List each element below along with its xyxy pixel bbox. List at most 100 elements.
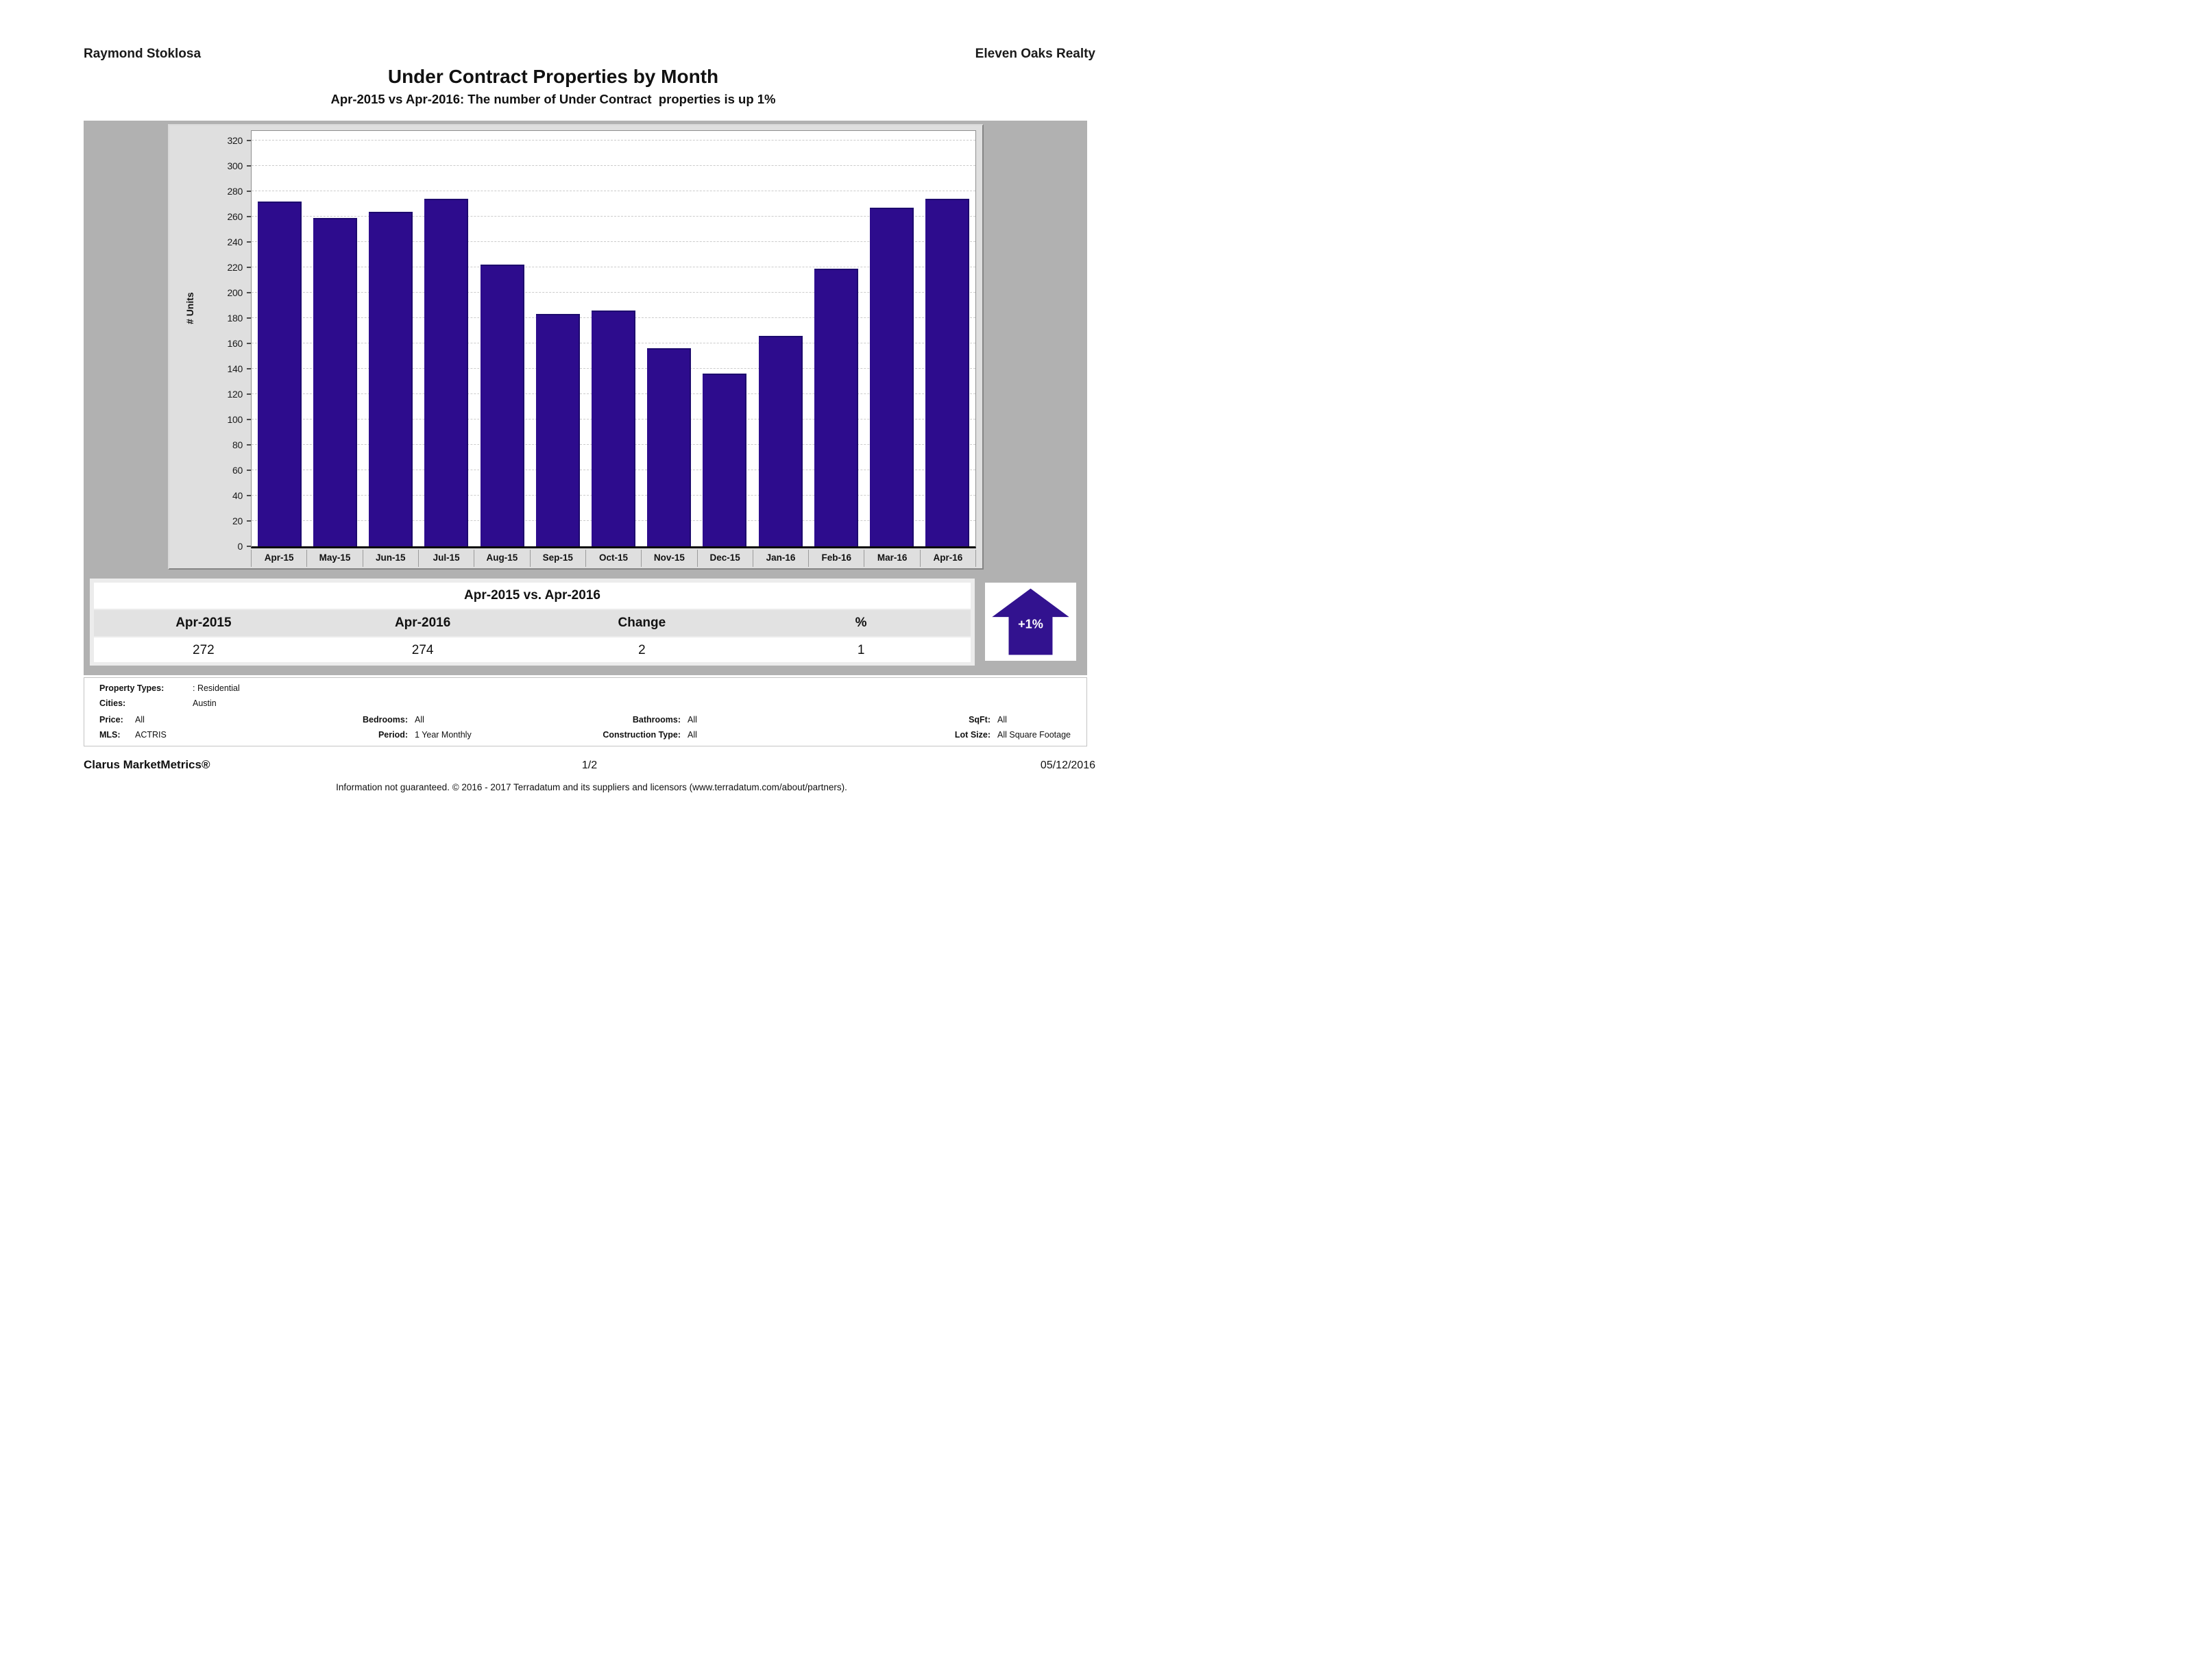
y-tick-mark-180: [247, 317, 251, 319]
criteria-value-bathrooms: All: [688, 715, 697, 725]
y-tick-label-40: 40: [232, 490, 243, 501]
x-tick-label-Jan-16: Jan-16: [752, 550, 808, 567]
criteria-value-mls: ACTRIS: [135, 730, 167, 740]
y-tick-mark-120: [247, 393, 251, 395]
gridline-300: [252, 165, 975, 166]
y-tick-label-300: 300: [227, 160, 243, 171]
agent-name: Raymond Stoklosa: [84, 47, 202, 61]
x-tick-label-Feb-16: Feb-16: [808, 550, 864, 567]
y-tick-mark-260: [247, 216, 251, 217]
y-axis-ticks: 0 20 40 60 80 100 120 140 160 180 200 220 240 260 280 3…: [189, 130, 251, 552]
y-tick-mark-40: [247, 495, 251, 496]
bar-Feb-16: [814, 269, 858, 546]
y-tick-label-260: 260: [227, 211, 243, 222]
y-tick-label-220: 220: [227, 262, 243, 273]
criteria-value-cities: Austin: [193, 698, 217, 708]
x-tick-label-Jun-15: Jun-15: [362, 550, 418, 567]
criteria-value-sqft: All: [997, 715, 1007, 725]
criteria-label-cities: Cities:: [99, 698, 126, 708]
y-tick-mark-80: [247, 444, 251, 446]
comparison-value-Apr-2015: 272: [193, 643, 215, 657]
bar-Jun-15: [369, 212, 413, 546]
bar-Sep-15: [536, 314, 580, 546]
y-tick-mark-160: [247, 343, 251, 344]
company-name: Eleven Oaks Realty: [975, 47, 1095, 61]
criteria-label-price: Price:: [99, 715, 123, 725]
criteria-value-period: 1 Year Monthly: [415, 730, 472, 740]
y-tick-label-20: 20: [232, 515, 243, 526]
gridline-240: [252, 241, 975, 242]
y-tick-mark-0: [247, 546, 251, 547]
criteria-value-lotsize: All Square Footage: [997, 730, 1071, 740]
up-arrow-icon: +1%: [992, 588, 1069, 655]
x-tick-label-Nov-15: Nov-15: [641, 550, 696, 567]
y-tick-label-320: 320: [227, 135, 243, 146]
y-tick-mark-140: [247, 368, 251, 369]
y-tick-mark-100: [247, 419, 251, 420]
x-tick-label-Apr-16: Apr-16: [919, 550, 977, 567]
y-tick-label-60: 60: [232, 465, 243, 476]
x-tick-label-Dec-15: Dec-15: [696, 550, 753, 567]
criteria-value-propertytypes: : Residential: [193, 683, 240, 693]
comparison-table-title: Apr-2015 vs. Apr-2016: [94, 583, 971, 609]
chart-section: # Units 0 20 40 60 80 100 120 140 160 180 200 220 24…: [84, 121, 1087, 675]
criteria-label-sqft: SqFt:: [969, 715, 990, 725]
criteria-label-mls: MLS:: [99, 730, 121, 740]
y-tick-label-120: 120: [227, 389, 243, 400]
x-tick-label-Apr-15: Apr-15: [251, 550, 306, 567]
y-tick-mark-240: [247, 241, 251, 243]
comparison-column-Change: Change: [618, 616, 666, 630]
change-badge: +1%: [1018, 618, 1043, 631]
comparison-value-Change: 2: [638, 643, 646, 657]
change-indicator-panel: +1%: [985, 583, 1076, 661]
x-tick-label-Jul-15: Jul-15: [417, 550, 474, 567]
x-tick-label-Oct-15: Oct-15: [585, 550, 641, 567]
comparison-column-Apr-2015: Apr-2015: [175, 616, 232, 630]
footer-disclaimer: Information not guaranteed. © 2016 - 201…: [336, 782, 847, 792]
comparison-header-row: Apr-2015 Apr-2016 Change%: [94, 610, 971, 636]
bar-Apr-16: [925, 199, 969, 546]
bar-Apr-15: [258, 202, 302, 546]
bar-Jul-15: [424, 199, 468, 546]
bar-Dec-15: [703, 374, 746, 546]
criteria-label-propertytypes: Property Types:: [99, 683, 165, 693]
bar-Aug-15: [481, 265, 524, 546]
comparison-value-row: 272 274 2 1: [94, 637, 971, 662]
criteria-value-price: All: [135, 715, 145, 725]
bar-Jan-16: [759, 336, 803, 546]
report-page: Raymond Stoklosa Eleven Oaks Realty Unde…: [0, 0, 1106, 839]
y-tick-label-100: 100: [227, 414, 243, 425]
criteria-label-lotsize: Lot Size:: [954, 730, 990, 740]
gridline-260: [252, 216, 975, 217]
comparison-table: Apr-2015 vs. Apr-2016 Apr-2015 Apr-2016 Ch…: [90, 579, 975, 666]
comparison-value-Apr-2016: 274: [411, 643, 434, 657]
criteria-value-bedrooms: All: [415, 715, 424, 725]
y-tick-mark-60: [247, 470, 251, 471]
y-tick-label-80: 80: [232, 439, 243, 450]
chart-panel: # Units 0 20 40 60 80 100 120 140 160 180 200 220 24…: [168, 124, 984, 570]
y-tick-mark-320: [247, 140, 251, 141]
y-tick-label-200: 200: [227, 287, 243, 298]
report-title: Under Contract Properties by Month: [387, 66, 719, 87]
x-axis-labels: Apr-15 May-15 Jun-15 Jul-15 Aug-15 Sep-15 Oct-…: [251, 550, 977, 567]
report-subtitle: Apr-2015 vs Apr-2016: The number of Unde…: [330, 92, 776, 106]
y-tick-label-240: 240: [227, 236, 243, 247]
y-tick-mark-220: [247, 267, 251, 268]
bar-Oct-15: [592, 311, 635, 546]
gridline-200: [252, 292, 975, 293]
criteria-value-constructiontype: All: [688, 730, 697, 740]
y-tick-mark-200: [247, 292, 251, 293]
y-tick-label-160: 160: [227, 338, 243, 349]
criteria-label-bathrooms: Bathrooms:: [632, 715, 681, 725]
footer-date: 05/12/2016: [1040, 759, 1095, 771]
plot-area: [251, 130, 976, 548]
x-tick-label-Sep-15: Sep-15: [529, 550, 585, 567]
bar-Nov-15: [647, 348, 691, 546]
y-tick-mark-280: [247, 191, 251, 192]
x-tick-label-May-15: May-15: [306, 550, 362, 567]
y-tick-label-180: 180: [227, 313, 243, 324]
comparison-value-%: 1: [857, 643, 865, 657]
comparison-column-Apr-2016: Apr-2016: [394, 616, 451, 630]
y-tick-label-0: 0: [237, 541, 243, 552]
x-tick-label-Aug-15: Aug-15: [474, 550, 529, 567]
